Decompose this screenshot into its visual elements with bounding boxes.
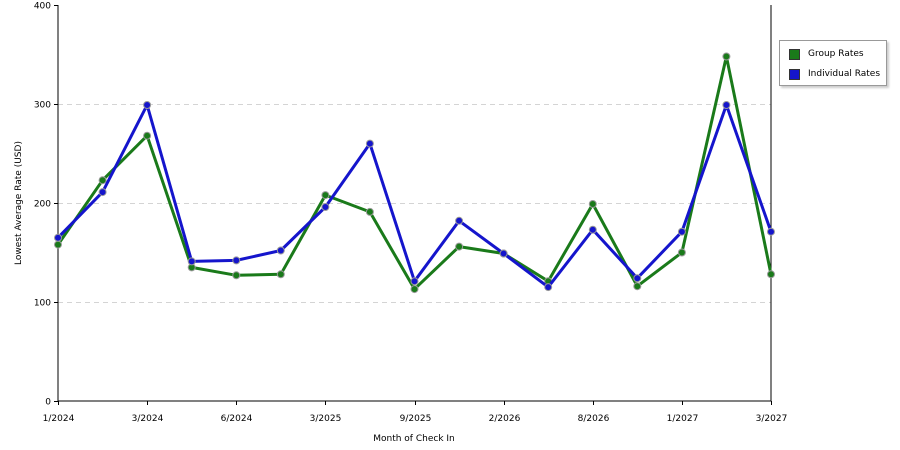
x-tick-label-16: 3/2027 xyxy=(756,414,788,424)
chart-legend: Group Rates Individual Rates xyxy=(779,40,887,86)
x-tick-label-0: 1/2024 xyxy=(43,414,75,424)
x-tick-labels: 1/2024 3/2024 6/2024 3/2025 9/2025 2/2026 8/20… xyxy=(43,401,788,424)
data-point-individual-rates-3 xyxy=(187,257,196,266)
data-point-individual-rates-16 xyxy=(767,227,775,236)
y-axis-title: Lowest Average Rate (USD) xyxy=(14,141,24,265)
grid-lines xyxy=(58,104,771,303)
legend-item-group-rates: Group Rates xyxy=(789,47,864,61)
legend-swatch-group-rates xyxy=(789,48,800,60)
data-point-individual-rates-12 xyxy=(588,225,597,234)
data-point-individual-rates-8 xyxy=(410,277,419,286)
data-point-group-rates-14 xyxy=(677,248,686,257)
data-point-group-rates-1 xyxy=(98,176,107,185)
x-tick-label-14: 1/2027 xyxy=(667,414,699,424)
series-line-individual-rates xyxy=(56,103,773,289)
data-point-individual-rates-1 xyxy=(98,188,107,197)
data-point-group-rates-5 xyxy=(276,270,285,279)
data-point-individual-rates-10 xyxy=(499,249,508,258)
data-point-individual-rates-9 xyxy=(455,216,464,225)
x-tick-label-8: 9/2025 xyxy=(400,414,432,424)
data-point-group-rates-6 xyxy=(321,191,330,200)
y-tick-label-400: 400 xyxy=(34,2,51,12)
data-point-individual-rates-5 xyxy=(276,246,285,255)
y-tick-labels: 0 100 200 300 400 xyxy=(34,2,58,408)
data-point-individual-rates-15 xyxy=(722,101,731,109)
legend-label-individual-rates: Individual Rates xyxy=(808,69,881,79)
data-point-individual-rates-7 xyxy=(365,139,374,148)
data-point-individual-rates-4 xyxy=(232,256,241,265)
data-point-group-rates-15 xyxy=(722,52,731,61)
series-lines xyxy=(54,52,775,294)
y-tick-label-100: 100 xyxy=(34,299,51,309)
data-point-group-rates-4 xyxy=(232,271,241,280)
data-point-group-rates-9 xyxy=(455,242,464,251)
x-tick-label-2: 3/2024 xyxy=(132,414,164,424)
y-tick-label-0: 0 xyxy=(45,398,51,408)
data-point-group-rates-2 xyxy=(143,131,152,140)
data-point-individual-rates-0 xyxy=(54,233,62,242)
legend-swatch-individual-rates xyxy=(789,68,800,80)
legend-item-individual-rates: Individual Rates xyxy=(789,67,880,81)
x-tick-label-12: 8/2026 xyxy=(578,414,610,424)
x-tick-label-10: 2/2026 xyxy=(489,414,521,424)
data-point-group-rates-0 xyxy=(54,240,62,249)
data-point-group-rates-8 xyxy=(410,285,419,294)
data-point-individual-rates-14 xyxy=(677,227,686,236)
data-point-individual-rates-6 xyxy=(321,203,330,211)
y-tick-label-300: 300 xyxy=(34,101,51,111)
legend-label-group-rates: Group Rates xyxy=(808,49,864,59)
x-tick-label-6: 3/2025 xyxy=(310,414,342,424)
data-point-group-rates-7 xyxy=(365,207,374,216)
x-tick-label-4: 6/2024 xyxy=(221,414,253,424)
data-point-group-rates-12 xyxy=(588,200,597,208)
y-tick-label-200: 200 xyxy=(34,200,51,210)
data-point-individual-rates-11 xyxy=(544,283,553,292)
data-point-individual-rates-13 xyxy=(633,274,642,283)
data-point-individual-rates-2 xyxy=(143,101,152,109)
data-point-group-rates-16 xyxy=(767,270,775,279)
x-axis-title: Month of Check In xyxy=(373,434,455,444)
data-point-group-rates-13 xyxy=(633,282,642,291)
